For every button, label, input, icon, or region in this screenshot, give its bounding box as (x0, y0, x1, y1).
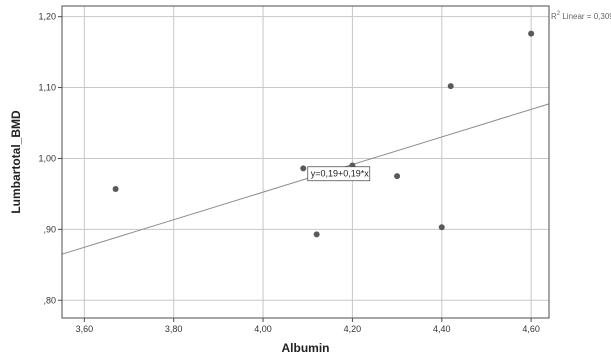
r2-label-suffix: Linear = 0,309 (560, 12, 611, 21)
x-tick-label: 4,20 (344, 324, 362, 334)
grid-lines (58, 6, 549, 322)
x-tick-label: 3,80 (165, 324, 183, 334)
r2-label-prefix: R (551, 12, 557, 21)
y-tick-label: 1,00 (38, 153, 56, 163)
r2-label-superscript: 2 (557, 11, 561, 17)
y-tick-label: 1,20 (38, 12, 56, 22)
x-tick-label: 4,00 (254, 324, 272, 334)
plot-frame (61, 5, 550, 319)
y-axis-title: Lumbartotal_BMD (9, 110, 23, 214)
data-point (528, 30, 535, 37)
data-point (438, 224, 445, 231)
x-tick-labels: 3,60 3,80 4,00 4,20 4,40 4,60 (76, 324, 540, 334)
data-points (112, 30, 535, 238)
data-point (447, 83, 454, 90)
y-tick-label: ,90 (43, 224, 56, 234)
x-tick-label: 4,40 (433, 324, 451, 334)
x-axis-title: Albumin (282, 341, 330, 355)
regression-line (61, 103, 550, 255)
y-tick-label: ,80 (43, 295, 56, 305)
x-tick-label: 4,60 (522, 324, 540, 334)
y-tick-labels: ,80 ,90 1,00 1,10 1,20 (38, 12, 56, 306)
data-point (300, 165, 307, 172)
r2-label: R2 Linear = 0,309 (551, 11, 611, 21)
equation-box-frame (307, 166, 371, 182)
data-point (394, 173, 401, 180)
data-point (313, 231, 320, 238)
y-tick-label: 1,10 (38, 83, 56, 93)
equation-label: y=0,19+0,19*x (311, 169, 370, 179)
data-point (112, 185, 119, 192)
equation-box: y=0,19+0,19*x (307, 166, 371, 182)
x-tick-label: 3,60 (76, 324, 94, 334)
